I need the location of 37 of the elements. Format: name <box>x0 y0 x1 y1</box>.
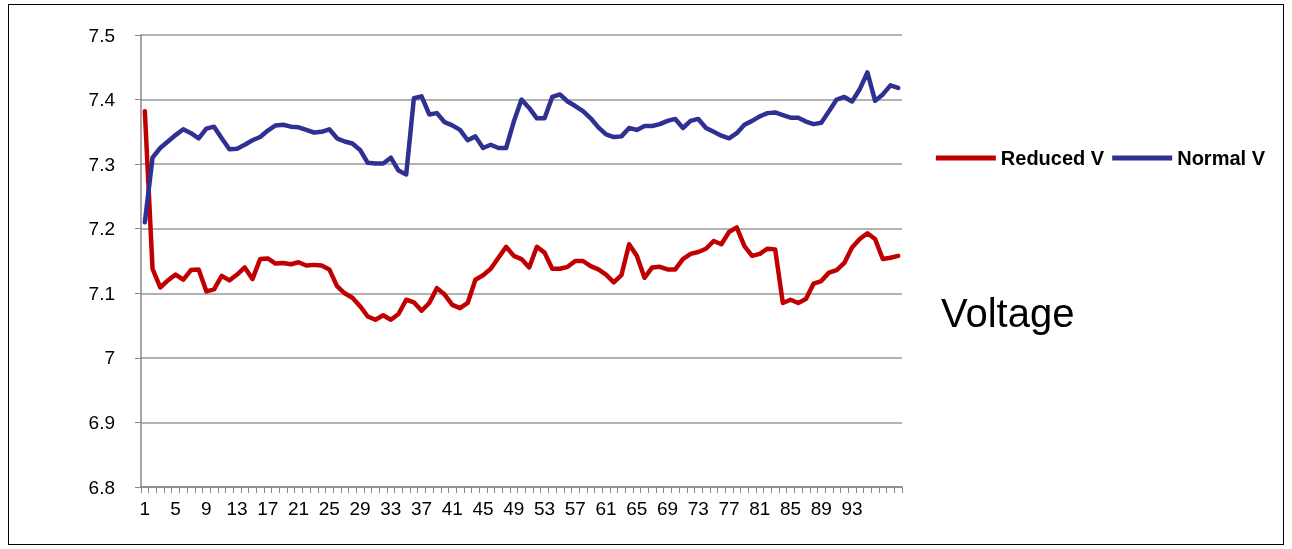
x-tick-label: 37 <box>411 498 433 519</box>
y-tick-label: 6.9 <box>88 411 115 433</box>
x-tick-label: 73 <box>687 498 709 519</box>
x-tick-label: 17 <box>257 498 279 519</box>
x-tick-label: 89 <box>810 498 832 519</box>
x-tick-label: 5 <box>170 498 181 519</box>
x-tick-label: 57 <box>564 498 586 519</box>
legend-label: Reduced V <box>1000 147 1105 169</box>
y-tick-label: 6.8 <box>88 476 115 498</box>
y-tick-label: 7.2 <box>88 218 115 240</box>
x-tick-label: 69 <box>656 498 679 519</box>
x-tick-label: 65 <box>626 498 648 519</box>
x-tick-label: 85 <box>779 498 802 519</box>
x-tick-label: 9 <box>201 498 212 519</box>
legend-label: Normal V <box>1177 147 1266 169</box>
x-tick-label: 49 <box>503 498 525 519</box>
y-tick-label: 7.5 <box>88 24 115 46</box>
y-tick-label: 7 <box>104 347 115 369</box>
line-series <box>142 70 901 225</box>
y-tick-label: 7.1 <box>88 282 115 304</box>
x-tick-label: 61 <box>595 498 617 519</box>
x-tick-label: 29 <box>349 498 371 519</box>
y-tick-label: 7.4 <box>88 89 116 111</box>
x-tick-label: 33 <box>380 498 402 519</box>
x-tick-label: 45 <box>472 498 494 519</box>
x-tick-label: 77 <box>718 498 740 519</box>
x-tick-label: 21 <box>288 498 310 519</box>
x-tick-label: 93 <box>841 498 863 519</box>
x-tick-label: 13 <box>226 498 248 519</box>
text: Voltage <box>941 291 1075 335</box>
line-series <box>142 108 901 323</box>
x-tick-label: 53 <box>533 498 556 519</box>
x-tick-label: 81 <box>749 498 771 519</box>
x-tick-label: 41 <box>441 498 463 519</box>
y-tick-label: 7.3 <box>88 153 115 175</box>
x-tick-label: 25 <box>318 498 340 519</box>
x-tick-label: 1 <box>139 498 151 519</box>
